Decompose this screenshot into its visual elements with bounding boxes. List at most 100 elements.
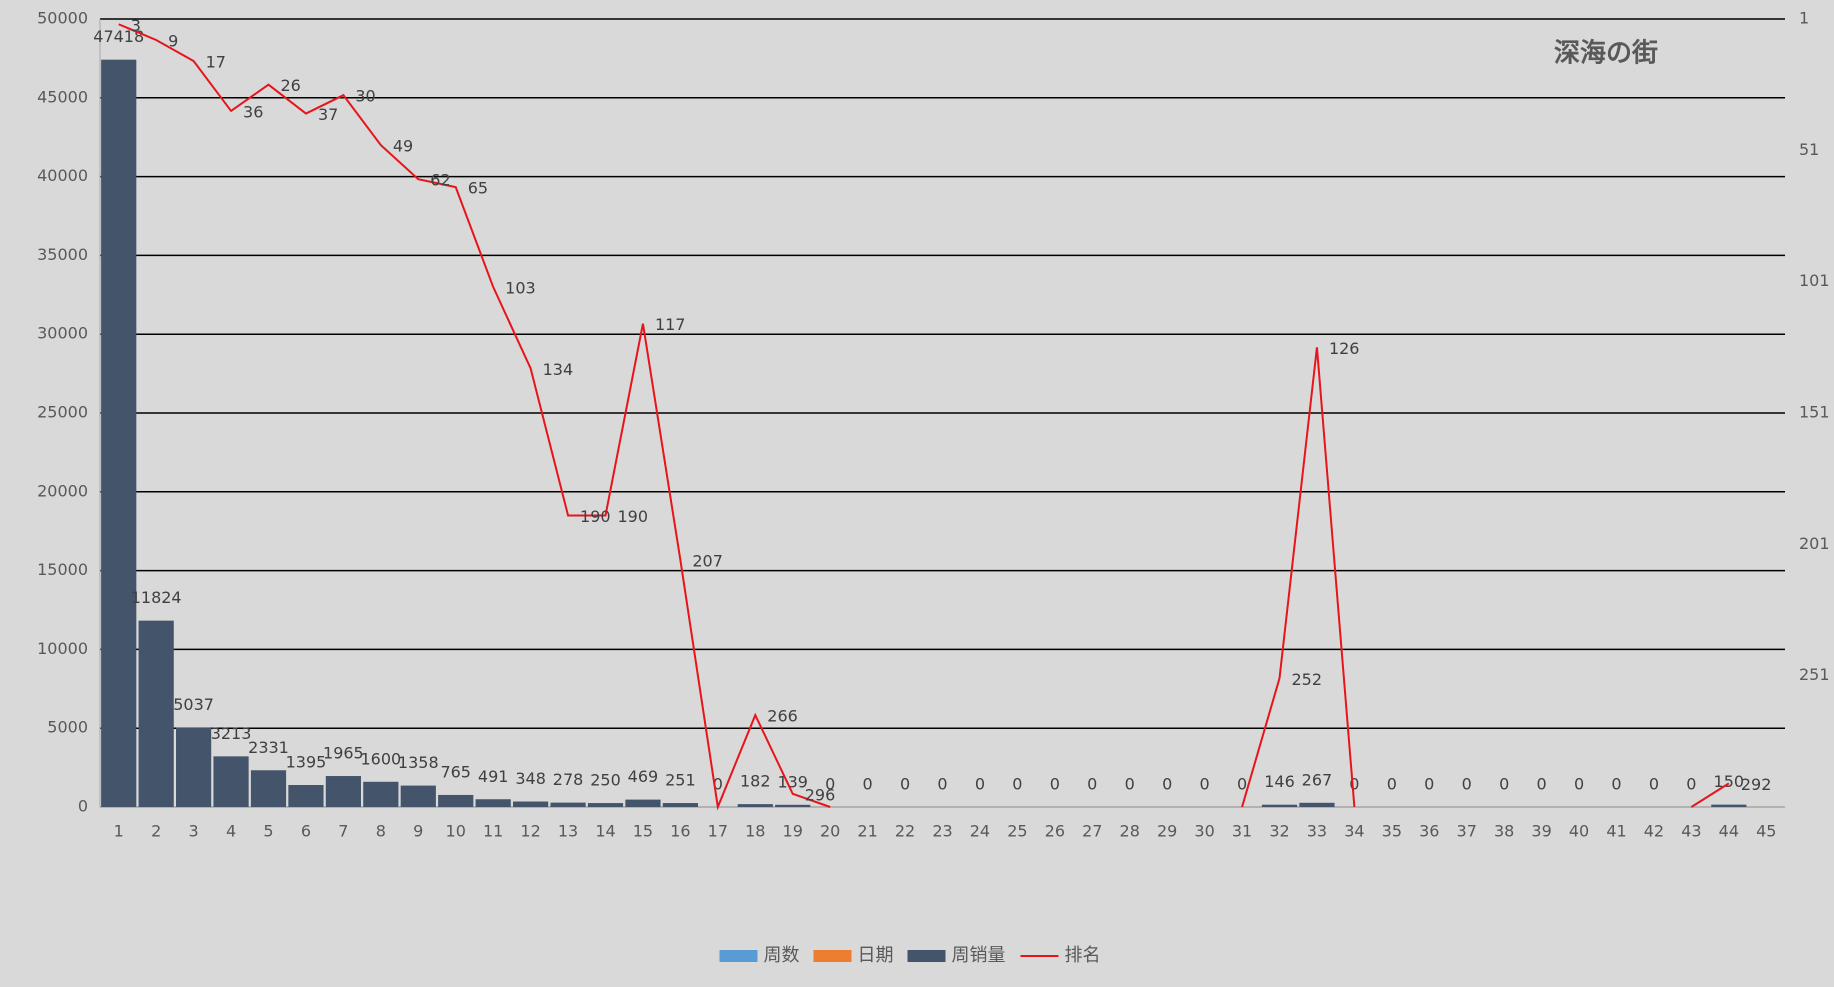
bar-value-label: 250 xyxy=(590,771,621,790)
y2-tick-label: 251 xyxy=(1799,665,1830,684)
x-tick-label: 30 xyxy=(1194,822,1214,841)
bar-value-label: 139 xyxy=(777,772,808,791)
line-value-label: 9 xyxy=(168,32,178,51)
y-tick-label: 30000 xyxy=(37,324,88,343)
line-value-label: 103 xyxy=(505,278,536,297)
chart-title: 深海の街 xyxy=(1554,39,1658,69)
x-tick-label: 17 xyxy=(708,822,728,841)
x-tick-label: 33 xyxy=(1307,822,1327,841)
x-tick-label: 6 xyxy=(301,822,311,841)
x-tick-label: 27 xyxy=(1082,822,1102,841)
x-tick-label: 44 xyxy=(1719,822,1739,841)
bar xyxy=(250,770,287,807)
legend-marker xyxy=(907,950,946,962)
bar-value-label: 1965 xyxy=(323,744,364,763)
line-value-label: 296 xyxy=(805,785,836,804)
bar-value-label: 0 xyxy=(825,775,835,794)
bar-value-label: 0 xyxy=(1537,775,1547,794)
bar-value-label: 0 xyxy=(937,775,947,794)
bar xyxy=(1261,804,1298,807)
x-tick-label: 11 xyxy=(483,822,503,841)
x-tick-label: 4 xyxy=(226,822,236,841)
bar-value-label: 251 xyxy=(665,771,696,790)
line-value-label: 26 xyxy=(281,76,301,95)
bar xyxy=(587,803,624,807)
x-tick-label: 9 xyxy=(413,822,423,841)
bar-value-label: 5037 xyxy=(173,695,214,714)
y2-tick-label: 1 xyxy=(1799,9,1809,28)
bar xyxy=(475,799,511,807)
bar-value-label: 0 xyxy=(1162,775,1172,794)
bar-value-label: 348 xyxy=(515,769,546,788)
line-value-label: 266 xyxy=(767,707,798,726)
x-tick-label: 19 xyxy=(783,822,803,841)
bar-value-label: 0 xyxy=(1649,775,1659,794)
x-tick-label: 5 xyxy=(263,822,273,841)
bar-value-label: 0 xyxy=(1012,775,1022,794)
bar-value-label: 491 xyxy=(478,767,509,786)
bar xyxy=(400,785,436,807)
bar xyxy=(737,804,773,807)
legend-marker xyxy=(813,950,852,962)
x-tick-label: 25 xyxy=(1007,822,1027,841)
legend-label: 日期 xyxy=(858,945,894,966)
bar xyxy=(1299,802,1335,807)
bar xyxy=(363,781,399,807)
x-tick-label: 8 xyxy=(376,822,386,841)
bar-value-label: 0 xyxy=(1611,775,1621,794)
bar xyxy=(625,799,661,807)
x-tick-label: 35 xyxy=(1382,822,1402,841)
bar-value-label: 1395 xyxy=(286,753,327,772)
x-tick-label: 21 xyxy=(857,822,877,841)
line-value-label: 37 xyxy=(318,105,338,124)
bar-value-label: 0 xyxy=(1387,775,1397,794)
x-tick-label: 18 xyxy=(745,822,765,841)
line-value-label: 36 xyxy=(243,102,263,121)
legend-label: 周销量 xyxy=(952,945,1006,966)
x-tick-label: 7 xyxy=(338,822,348,841)
x-tick-label: 23 xyxy=(932,822,952,841)
bar-value-label: 469 xyxy=(628,767,659,786)
x-tick-label: 39 xyxy=(1531,822,1551,841)
legend-label: 周数 xyxy=(764,945,800,966)
x-tick-label: 16 xyxy=(670,822,690,841)
x-tick-label: 1 xyxy=(114,822,124,841)
y-tick-label: 10000 xyxy=(37,639,88,658)
line-value-label: 292 xyxy=(1741,775,1772,794)
x-tick-label: 12 xyxy=(520,822,540,841)
x-tick-label: 10 xyxy=(446,822,466,841)
x-tick-label: 13 xyxy=(558,822,578,841)
bar xyxy=(213,756,249,807)
x-tick-label: 31 xyxy=(1232,822,1252,841)
y-tick-label: 20000 xyxy=(37,481,88,500)
y2-tick-label: 151 xyxy=(1799,403,1830,422)
bar-value-label: 765 xyxy=(440,762,471,781)
bar-value-label: 146 xyxy=(1264,772,1295,791)
bar-value-label: 278 xyxy=(553,770,584,789)
bar-value-label: 0 xyxy=(863,775,873,794)
x-tick-label: 43 xyxy=(1681,822,1701,841)
line-value-label: 207 xyxy=(692,552,723,571)
bar xyxy=(438,794,474,807)
bar xyxy=(138,620,174,807)
line xyxy=(118,23,1730,811)
bar-value-label: 0 xyxy=(1499,775,1509,794)
bar-value-label: 0 xyxy=(1087,775,1097,794)
x-tick-label: 26 xyxy=(1045,822,1065,841)
x-tick-label: 15 xyxy=(633,822,653,841)
bar xyxy=(1711,804,1747,807)
y-tick-label: 25000 xyxy=(37,403,88,422)
bar-value-label: 0 xyxy=(713,775,723,794)
bar-value-label: 0 xyxy=(975,775,985,794)
bar-value-label: 1600 xyxy=(360,749,401,768)
x-tick-label: 42 xyxy=(1644,822,1664,841)
bar-value-label: 1358 xyxy=(398,753,439,772)
line-value-label: 30 xyxy=(355,87,375,106)
y-tick-label: 35000 xyxy=(37,245,88,264)
line-value-label: 65 xyxy=(468,179,488,198)
bar xyxy=(176,727,212,807)
bar-value-label: 0 xyxy=(1237,775,1247,794)
legend-label: 排名 xyxy=(1065,945,1101,966)
